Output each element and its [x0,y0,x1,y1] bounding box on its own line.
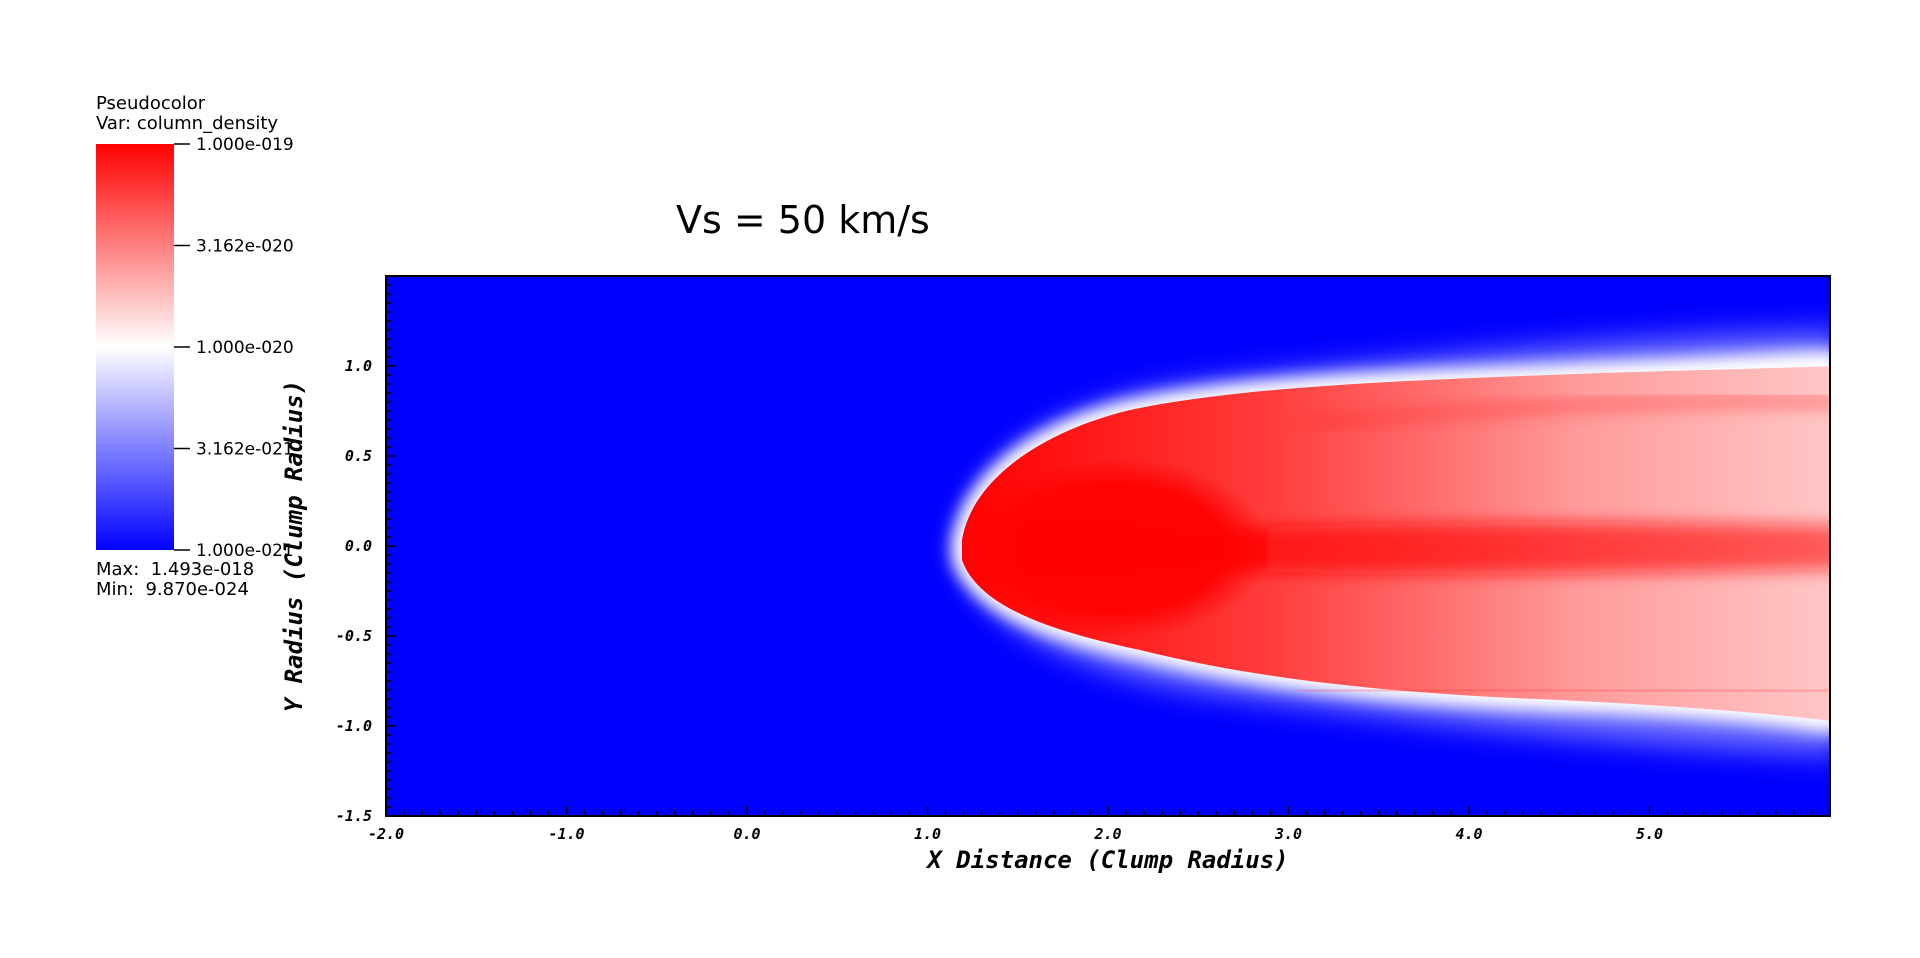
legend-max: Max: 1.493e-018 [96,559,255,580]
colorbar-tick-label: 1.000e-019 [196,135,294,155]
colorbar [96,144,174,550]
y-tick-label: 0.5 [345,447,372,465]
plot-title: Vs = 50 km/s [676,198,930,242]
colorbar-tick-label: 3.162e-021 [196,440,294,460]
y-tick-label: -1.0 [336,717,372,735]
legend-min: Min: 9.870e-024 [96,579,249,600]
x-tick-label: 2.0 [1093,825,1121,843]
y-tick-label: -0.5 [336,627,372,645]
colorbar-tick-label: 1.000e-021 [196,541,294,561]
x-tick-label: 4.0 [1455,825,1482,843]
y-tick-label: -1.5 [336,807,372,825]
upper-filament [1299,396,1830,430]
lower-filament [1299,685,1830,696]
colorbar-tick-label: 1.000e-020 [196,338,294,358]
legend-plot-type: Pseudocolor [96,93,206,114]
x-tick-label: -2.0 [368,825,404,843]
colorbar-tick-label: 3.162e-020 [196,237,294,257]
y-tick-label: 0.0 [345,537,372,555]
x-tick-label: 0.0 [733,825,760,843]
y-axis-label: Y Radius (Clump Radius) [280,380,308,712]
legend-variable: Var: column_density [96,113,279,134]
y-tick-label: 1.0 [345,357,372,375]
tail-streak [1010,522,1830,575]
x-axis: -2.0 -1.0 0.0 1.0 2.0 3.0 4.0 5.0 [368,806,1831,843]
x-axis-label: X Distance (Clump Radius) [925,846,1288,874]
x-tick-label: 1.0 [914,825,941,843]
x-tick-label: -1.0 [548,825,584,843]
y-axis: -1.5 -1.0 -0.5 0.0 0.5 1.0 [336,275,396,825]
x-tick-label: 5.0 [1636,825,1663,843]
colorbar-ticks: 1.000e-019 3.162e-020 1.000e-020 3.162e-021… [174,135,294,561]
x-tick-label: 3.0 [1274,825,1302,843]
density-field [952,330,1830,755]
